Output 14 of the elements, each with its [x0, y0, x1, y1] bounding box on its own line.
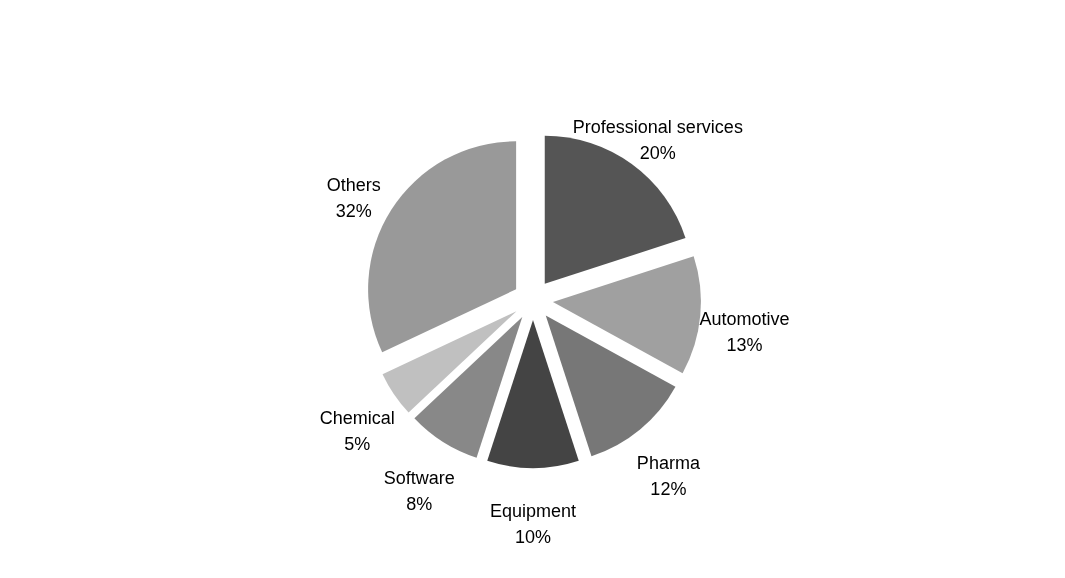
data-label: 20% — [639, 143, 676, 164]
data-label: 5% — [344, 434, 371, 455]
slice-label: Chemical — [319, 408, 395, 429]
slice-label: Professional services — [572, 117, 743, 138]
data-label: 10% — [514, 527, 552, 548]
data-label: 8% — [406, 494, 433, 515]
slice-label: Automotive — [699, 308, 790, 329]
slice-label: Pharma — [636, 452, 701, 473]
data-label: 32% — [335, 201, 372, 222]
slice-label: Others — [326, 175, 381, 196]
data-label: 13% — [726, 334, 763, 355]
slice-label: Equipment — [489, 501, 577, 522]
data-label: 12% — [650, 478, 687, 499]
slice-label: Software — [383, 468, 455, 489]
